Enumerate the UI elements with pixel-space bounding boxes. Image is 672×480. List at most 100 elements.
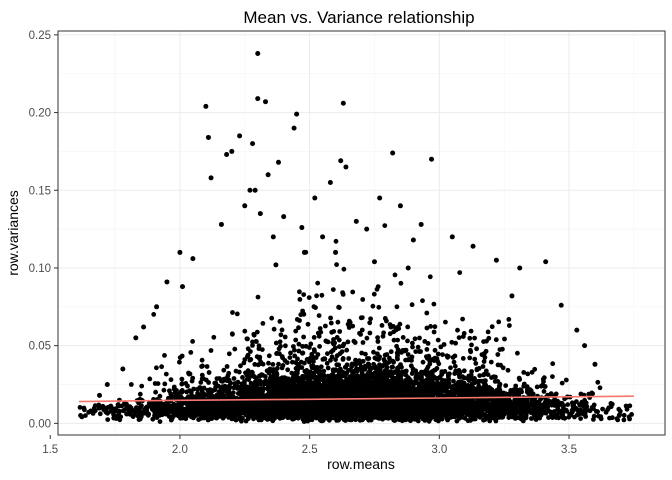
data-point [392,272,398,278]
data-point [333,357,338,362]
data-point [503,383,509,388]
data-point [498,362,503,368]
data-point [623,403,629,409]
data-point [495,352,501,357]
data-point [245,336,250,342]
data-point [359,327,365,333]
data-point [190,339,196,344]
data-point [255,294,261,300]
data-point [155,381,161,386]
data-point [203,377,209,383]
data-point [452,353,458,359]
data-point [296,325,301,331]
data-point [243,370,248,376]
data-point [105,417,111,422]
data-point [301,292,307,297]
data-point [473,361,479,366]
data-point [375,284,381,289]
data-point [261,381,267,387]
data-point [460,316,465,322]
data-point [435,351,441,357]
data-point [191,386,197,392]
data-point [440,352,445,357]
data-point [481,417,486,423]
data-point [250,339,255,345]
data-point [363,351,368,357]
data-point [241,360,247,366]
data-point [629,412,634,417]
data-point [321,368,327,374]
data-point [476,383,482,389]
data-point [161,387,167,393]
data-point [395,347,401,352]
data-point [427,274,433,280]
data-point [409,302,415,308]
data-point [153,389,159,395]
data-point [330,287,336,292]
data-point [627,416,632,422]
data-point [334,353,340,359]
data-point [285,367,291,373]
data-point [183,416,189,422]
data-point [359,377,364,383]
data-point [468,328,474,334]
data-point [283,343,288,349]
data-point [334,335,340,340]
data-point [424,347,430,352]
data-point [539,403,545,409]
data-point [343,365,348,370]
data-point [461,368,467,374]
data-point [550,374,555,379]
data-point [511,387,517,393]
data-point [120,408,126,414]
data-point [476,378,482,384]
data-point [529,369,535,375]
data-point [360,297,366,302]
data-point [370,303,376,309]
data-point [116,403,121,409]
data-point [550,361,556,367]
data-point [249,369,255,375]
data-point [381,357,387,362]
data-point [204,364,210,369]
data-point [234,311,240,317]
data-point [257,356,262,362]
data-point [322,356,328,362]
data-point [346,356,352,361]
data-point [301,311,306,317]
data-point [168,377,174,383]
data-point [375,335,380,340]
data-point [88,408,94,414]
data-point [438,344,444,350]
data-point [366,369,372,375]
data-point [559,400,565,406]
data-point [405,324,411,330]
data-point [470,376,476,382]
data-point [284,360,290,365]
chart-title: Mean vs. Variance relationship [243,8,474,27]
data-point [485,329,491,335]
data-point [384,367,389,373]
data-point [335,319,341,325]
data-point [184,389,190,395]
data-point [82,407,87,413]
data-point [336,305,342,310]
data-point [451,378,456,384]
data-point [387,322,393,327]
data-point [199,357,205,363]
data-point [376,304,382,310]
data-point [231,376,237,381]
data-point [266,370,272,376]
data-point [493,337,499,343]
data-point [621,412,627,418]
data-point [480,364,486,369]
data-point [346,368,351,373]
data-point [331,337,336,342]
data-point [337,344,342,349]
data-point [382,223,388,229]
data-point [469,342,474,348]
data-point [517,377,522,382]
data-point [248,357,254,362]
data-point [429,369,435,375]
data-point [317,344,322,349]
